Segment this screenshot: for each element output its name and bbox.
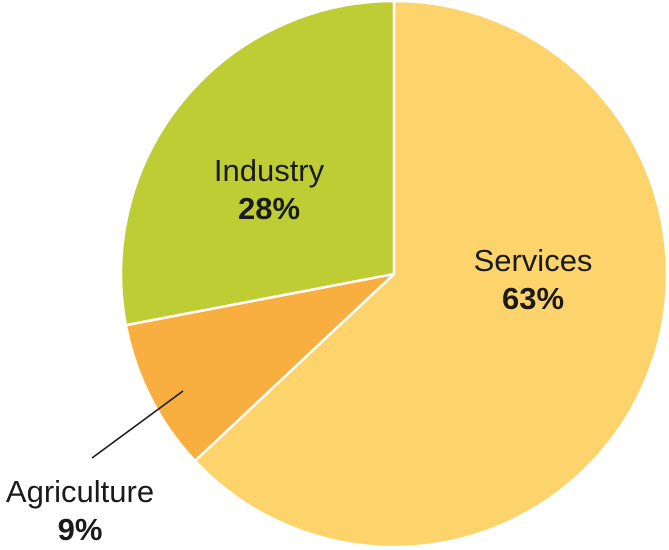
pie-slice-agriculture bbox=[124, 272, 396, 463]
slice-value-services: 63% bbox=[502, 281, 564, 316]
slice-label-agriculture: Agriculture bbox=[6, 474, 154, 509]
pie-slices bbox=[119, 0, 669, 549]
slice-label-industry: Industry bbox=[214, 153, 325, 188]
agriculture-leader-line bbox=[91, 390, 184, 459]
slice-label-services: Services bbox=[474, 243, 593, 278]
slice-value-agriculture: 9% bbox=[58, 512, 103, 547]
pie-slice-industry bbox=[119, 0, 396, 327]
slice-value-industry: 28% bbox=[238, 191, 300, 226]
pie-slice-services bbox=[193, 0, 669, 549]
